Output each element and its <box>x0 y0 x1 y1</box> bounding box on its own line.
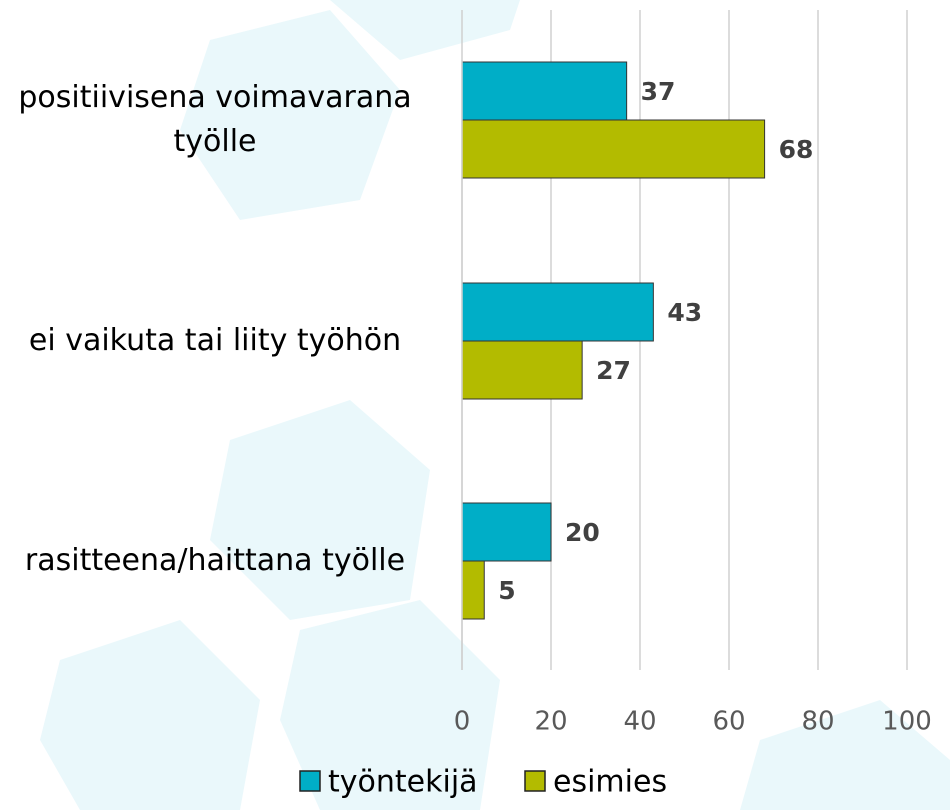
bar <box>462 283 653 341</box>
x-tick-label: 60 <box>712 707 745 737</box>
legend-label: esimies <box>553 765 667 800</box>
bar <box>462 503 551 561</box>
page: 0 20 40 60 80 100 37 68 43 27 20 5 työntekijä esimies… <box>0 0 950 810</box>
y-tick-label: rasitteena/haittana työlle <box>5 539 425 583</box>
y-tick-label: positiivisena voimavarana työlle <box>5 76 425 164</box>
legend-swatch <box>300 771 320 791</box>
bar <box>462 341 582 399</box>
bar <box>462 120 765 178</box>
value-label: 5 <box>498 576 515 605</box>
value-label: 27 <box>596 356 631 385</box>
y-tick-label: ei vaikuta tai liity työhön <box>5 319 425 363</box>
x-tick-label: 20 <box>534 707 567 737</box>
x-tick-label: 80 <box>801 707 834 737</box>
value-label: 68 <box>779 135 814 164</box>
value-label: 20 <box>565 518 600 547</box>
x-tick-label: 100 <box>882 707 932 737</box>
bar <box>462 561 484 619</box>
value-label: 43 <box>667 298 702 327</box>
bar <box>462 62 627 120</box>
x-tick-label: 40 <box>623 707 656 737</box>
x-tick-label: 0 <box>454 707 471 737</box>
legend-label: työntekijä <box>328 765 478 800</box>
value-label: 37 <box>641 77 676 106</box>
legend-swatch <box>525 771 545 791</box>
